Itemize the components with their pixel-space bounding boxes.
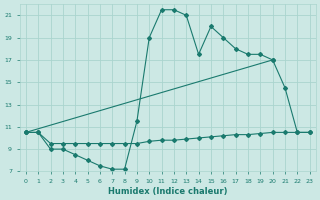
X-axis label: Humidex (Indice chaleur): Humidex (Indice chaleur) (108, 187, 228, 196)
